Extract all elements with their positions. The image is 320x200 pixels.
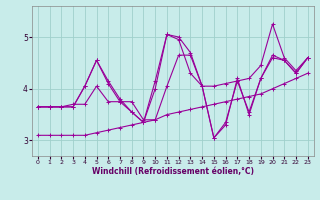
X-axis label: Windchill (Refroidissement éolien,°C): Windchill (Refroidissement éolien,°C) [92,167,254,176]
